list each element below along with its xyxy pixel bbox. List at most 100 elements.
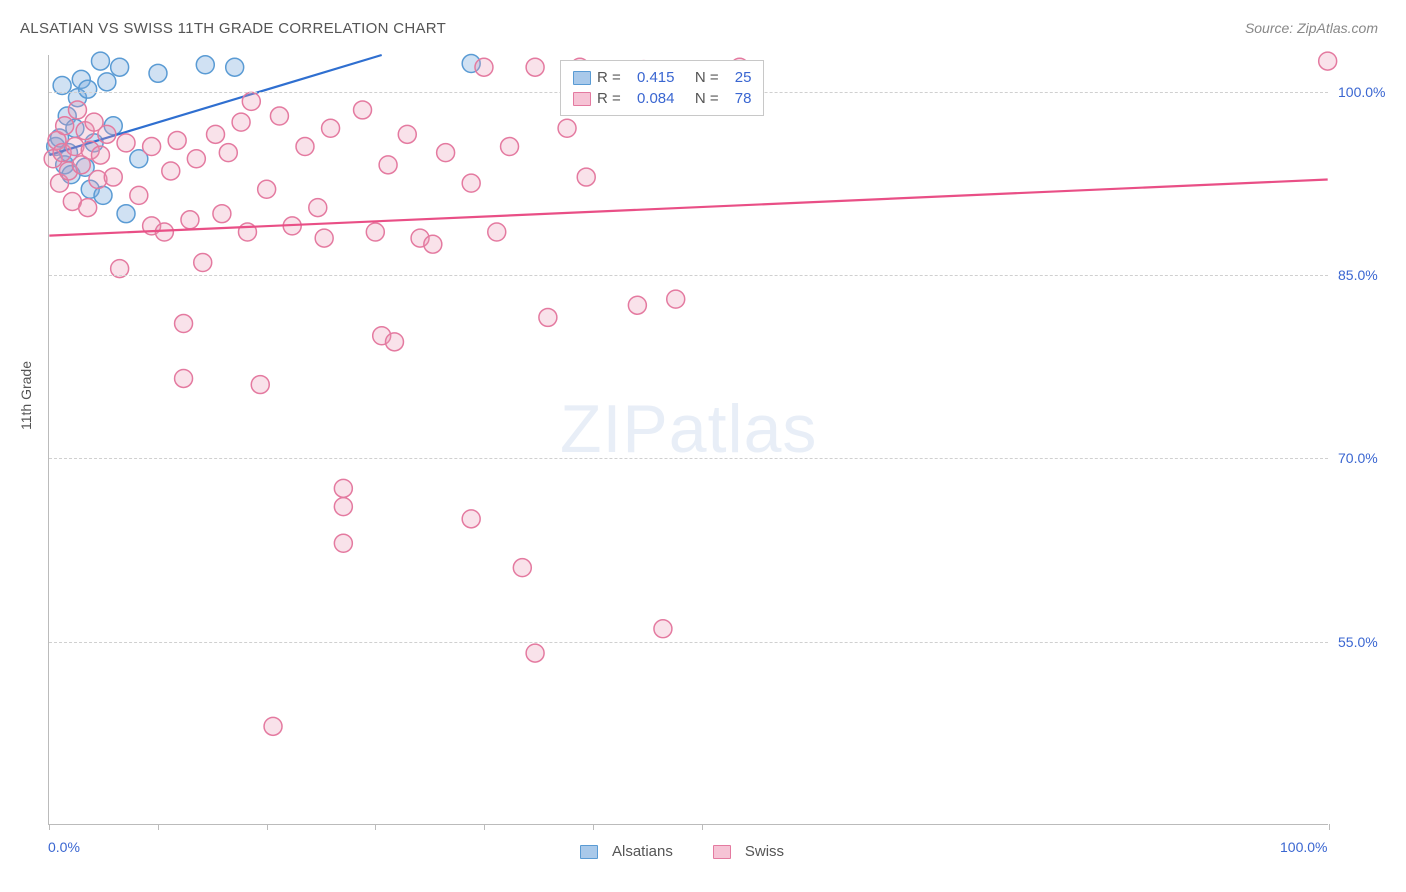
swatch-alsatians bbox=[573, 71, 591, 85]
source-attribution: Source: ZipAtlas.com bbox=[1245, 20, 1378, 36]
data-point bbox=[558, 119, 576, 137]
data-point bbox=[91, 52, 109, 70]
data-point bbox=[334, 498, 352, 516]
data-point bbox=[79, 80, 97, 98]
data-point bbox=[117, 134, 135, 152]
data-point bbox=[334, 534, 352, 552]
data-point bbox=[232, 113, 250, 131]
x-tick bbox=[702, 824, 703, 830]
data-point bbox=[462, 174, 480, 192]
n-label: N = bbox=[695, 90, 719, 107]
legend-swatch-swiss bbox=[713, 845, 731, 859]
data-point bbox=[162, 162, 180, 180]
x-tick bbox=[484, 824, 485, 830]
data-point bbox=[219, 144, 237, 162]
data-point bbox=[398, 125, 416, 143]
gridline-h bbox=[49, 458, 1328, 459]
data-point bbox=[98, 73, 116, 91]
stats-row-swiss: R = 0.084 N = 78 bbox=[573, 88, 751, 109]
trend-line bbox=[49, 180, 1327, 236]
stats-legend-box: R = 0.415 N = 25 R = 0.084 N = 78 bbox=[560, 60, 764, 116]
data-point bbox=[334, 479, 352, 497]
data-point bbox=[213, 205, 231, 223]
data-point bbox=[1319, 52, 1337, 70]
chart-title: ALSATIAN VS SWISS 11TH GRADE CORRELATION… bbox=[20, 20, 446, 37]
data-point bbox=[322, 119, 340, 137]
data-point bbox=[194, 254, 212, 272]
swatch-swiss bbox=[573, 92, 591, 106]
data-point bbox=[379, 156, 397, 174]
y-tick-label: 70.0% bbox=[1338, 450, 1378, 466]
data-point bbox=[130, 186, 148, 204]
y-tick-label: 55.0% bbox=[1338, 634, 1378, 650]
r-value-swiss: 0.084 bbox=[637, 90, 675, 107]
data-point bbox=[654, 620, 672, 638]
data-point bbox=[309, 199, 327, 217]
bottom-legend: Alsatians Swiss bbox=[580, 843, 784, 860]
data-point bbox=[98, 125, 116, 143]
data-point bbox=[513, 559, 531, 577]
x-tick bbox=[49, 824, 50, 830]
data-point bbox=[196, 56, 214, 74]
data-point bbox=[226, 58, 244, 76]
stats-row-alsatians: R = 0.415 N = 25 bbox=[573, 67, 751, 88]
data-point bbox=[437, 144, 455, 162]
data-point bbox=[385, 333, 403, 351]
gridline-h bbox=[49, 275, 1328, 276]
data-point bbox=[68, 101, 86, 119]
data-point bbox=[366, 223, 384, 241]
x-tick-label: 100.0% bbox=[1280, 839, 1327, 855]
data-point bbox=[424, 235, 442, 253]
data-point bbox=[258, 180, 276, 198]
data-point bbox=[270, 107, 288, 125]
data-point bbox=[488, 223, 506, 241]
n-value-alsatians: 25 bbox=[735, 69, 752, 86]
data-point bbox=[91, 146, 109, 164]
data-point bbox=[56, 117, 74, 135]
data-point bbox=[251, 376, 269, 394]
y-tick-label: 85.0% bbox=[1338, 267, 1378, 283]
x-tick-label: 0.0% bbox=[48, 839, 80, 855]
x-tick bbox=[375, 824, 376, 830]
scatter-svg bbox=[49, 55, 1328, 824]
data-point bbox=[111, 58, 129, 76]
data-point bbox=[539, 308, 557, 326]
data-point bbox=[628, 296, 646, 314]
legend-swatch-alsatians bbox=[580, 845, 598, 859]
x-tick bbox=[267, 824, 268, 830]
data-point bbox=[577, 168, 595, 186]
data-point bbox=[242, 92, 260, 110]
x-tick bbox=[1329, 824, 1330, 830]
y-tick-label: 100.0% bbox=[1338, 84, 1385, 100]
gridline-h bbox=[49, 642, 1328, 643]
data-point bbox=[207, 125, 225, 143]
data-point bbox=[462, 510, 480, 528]
plot-area bbox=[48, 55, 1328, 825]
n-value-swiss: 78 bbox=[735, 90, 752, 107]
data-point bbox=[175, 315, 193, 333]
data-point bbox=[168, 131, 186, 149]
n-label: N = bbox=[695, 69, 719, 86]
data-point bbox=[149, 64, 167, 82]
x-tick bbox=[593, 824, 594, 830]
data-point bbox=[181, 211, 199, 229]
data-point bbox=[117, 205, 135, 223]
r-label: R = bbox=[597, 90, 621, 107]
data-point bbox=[354, 101, 372, 119]
data-point bbox=[187, 150, 205, 168]
data-point bbox=[315, 229, 333, 247]
data-point bbox=[155, 223, 173, 241]
r-value-alsatians: 0.415 bbox=[637, 69, 675, 86]
data-point bbox=[475, 58, 493, 76]
data-point bbox=[143, 138, 161, 156]
data-point bbox=[175, 369, 193, 387]
data-point bbox=[264, 717, 282, 735]
legend-label-swiss: Swiss bbox=[745, 843, 784, 860]
data-point bbox=[526, 58, 544, 76]
legend-label-alsatians: Alsatians bbox=[612, 843, 673, 860]
data-point bbox=[501, 138, 519, 156]
y-axis-label: 11th Grade bbox=[18, 361, 34, 430]
x-tick bbox=[158, 824, 159, 830]
data-point bbox=[526, 644, 544, 662]
data-point bbox=[667, 290, 685, 308]
